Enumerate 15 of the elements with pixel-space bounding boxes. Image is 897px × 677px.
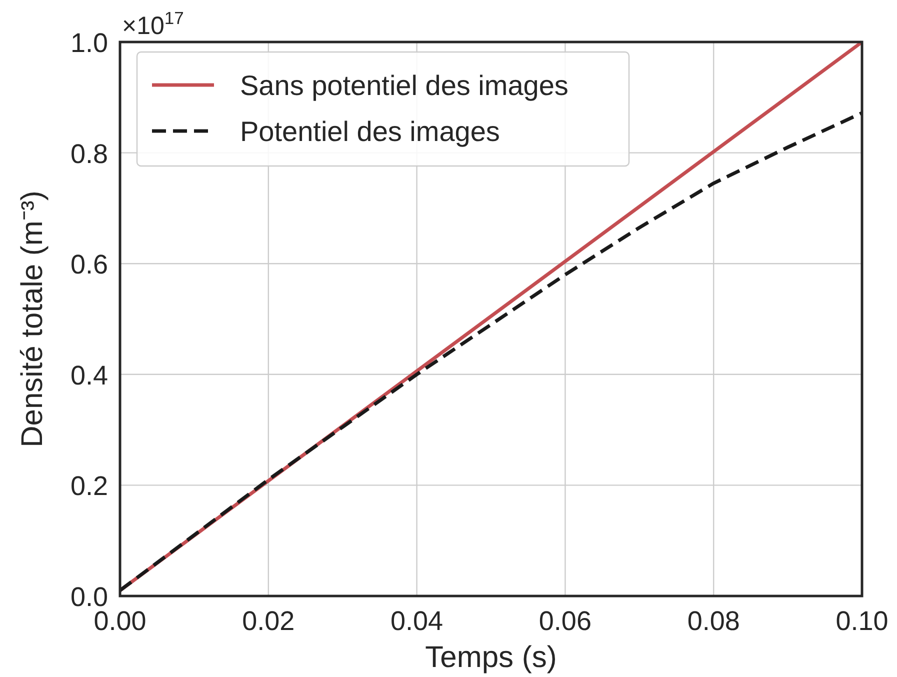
y-tick-label: 0.2 [70,471,108,502]
y-tick-label: 1.0 [70,28,108,58]
x-tick-label: 0.06 [538,606,592,636]
legend-label: Potentiel des images [240,116,500,147]
y-tick-label: 0.4 [70,360,108,390]
text: ×10$^{17}$ [122,8,184,40]
x-tick-label: 0.02 [242,606,295,636]
x-axis-title: Temps (s) [425,641,557,674]
x-tick-label: 0.04 [390,606,444,636]
x-tick-label: 0.08 [687,606,740,636]
y-axis-title: Densité totale (m⁻³) [16,190,49,448]
y-tick-label: 0.8 [70,138,108,169]
y-tick-label: 0.6 [70,250,108,280]
legend-label: Sans potentiel des images [240,70,568,101]
x-tick-label: 0.10 [836,606,888,636]
